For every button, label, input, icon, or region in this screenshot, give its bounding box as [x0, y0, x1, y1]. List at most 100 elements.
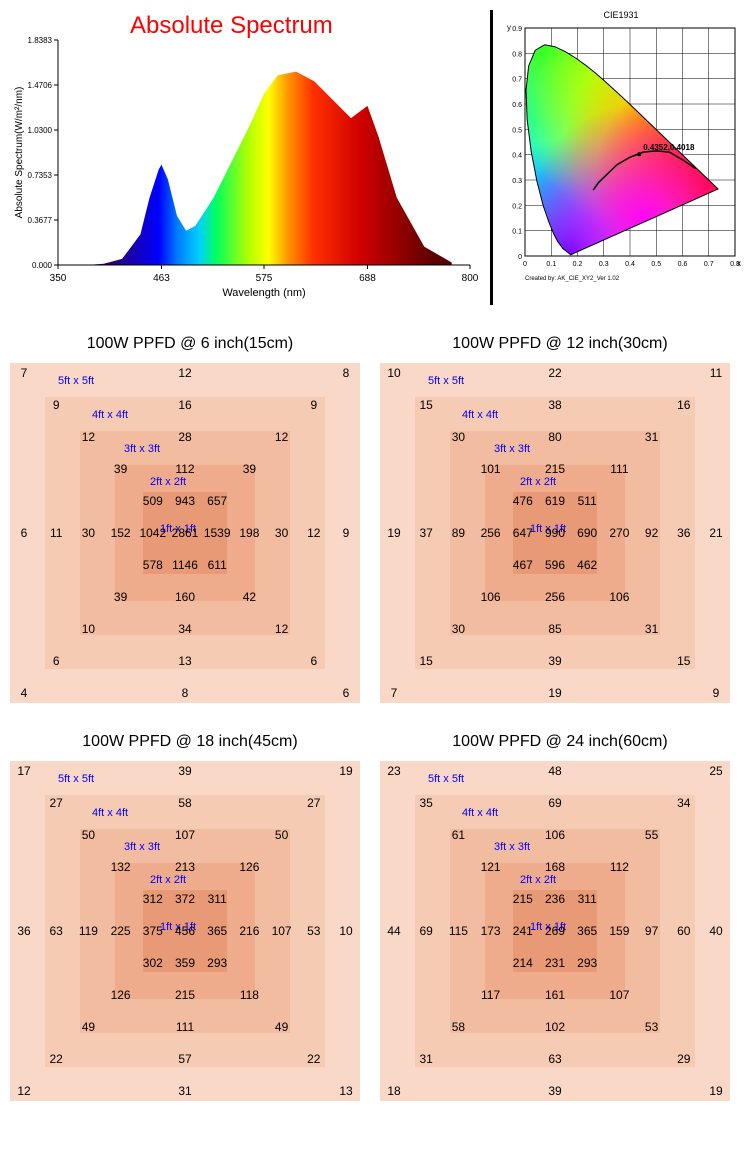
ppfd-value: 13: [339, 1084, 352, 1098]
svg-text:0.000: 0.000: [32, 261, 53, 270]
ppfd-value: 106: [545, 828, 565, 842]
ppfd-value: 27: [307, 796, 320, 810]
ppfd-value: 97: [645, 924, 658, 938]
ppfd-value: 12: [82, 430, 95, 444]
ppfd-value: 1539: [204, 526, 231, 540]
ppfd-value: 126: [239, 860, 259, 874]
ppfd-map: 100W PPFD @ 18 inch(45cm)5ft x 5ft4ft x …: [10, 733, 370, 1101]
ppfd-value: 49: [82, 1020, 95, 1034]
ppfd-value: 160: [175, 590, 195, 604]
ppfd-value: 31: [645, 622, 658, 636]
ppfd-value: 102: [545, 1020, 565, 1034]
ppfd-value: 173: [481, 924, 501, 938]
svg-text:0.7: 0.7: [512, 77, 522, 84]
ppfd-value: 990: [545, 526, 565, 540]
svg-text:y: y: [507, 23, 511, 32]
ppfd-value: 311: [208, 892, 227, 906]
ppfd-title: 100W PPFD @ 6 inch(15cm): [10, 335, 370, 353]
ppfd-value: 270: [609, 526, 629, 540]
ppfd-value: 6: [310, 654, 317, 668]
ppfd-value: 19: [548, 686, 561, 700]
ppfd-value: 509: [143, 494, 163, 508]
svg-text:0.5: 0.5: [512, 127, 522, 134]
ppfd-value: 168: [545, 860, 565, 874]
ppfd-value: 53: [645, 1020, 658, 1034]
svg-text:Wavelength (nm): Wavelength (nm): [222, 287, 305, 299]
ppfd-value: 30: [452, 622, 465, 636]
ppfd-value: 10: [82, 622, 95, 636]
ppfd-value: 611: [208, 558, 227, 572]
svg-text:0.4: 0.4: [625, 261, 635, 268]
ppfd-value: 690: [577, 526, 597, 540]
ppfd-map: 100W PPFD @ 24 inch(60cm)5ft x 5ft4ft x …: [380, 733, 740, 1101]
ppfd-value: 30: [82, 526, 95, 540]
ppfd-value: 80: [548, 430, 561, 444]
ppfd-value: 18: [387, 1084, 400, 1098]
ppfd-value: 256: [545, 590, 565, 604]
svg-text:0.5: 0.5: [651, 261, 661, 268]
ppfd-value: 372: [175, 892, 195, 906]
svg-text:0: 0: [518, 254, 522, 261]
ppfd-value: 60: [677, 924, 690, 938]
ppfd-value: 7: [21, 366, 28, 380]
ppfd-value: 4: [21, 686, 28, 700]
ppfd-value: 121: [481, 860, 501, 874]
svg-text:0.6: 0.6: [512, 102, 522, 109]
ppfd-value: 215: [545, 462, 565, 476]
ppfd-value: 9: [53, 398, 60, 412]
ft-label: 4ft x 4ft: [462, 409, 498, 421]
ppfd-value: 359: [175, 956, 195, 970]
ppfd-value: 2861: [172, 526, 199, 540]
ppfd-value: 117: [481, 988, 500, 1002]
ppfd-value: 198: [239, 526, 259, 540]
ft-label: 3ft x 3ft: [494, 841, 530, 853]
ft-label: 3ft x 3ft: [124, 443, 160, 455]
ppfd-value: 236: [545, 892, 565, 906]
cie-diagram: CIE1931 00.10.20.30.40.50.60.70.800.10.2…: [490, 10, 743, 305]
ppfd-value: 213: [175, 860, 195, 874]
ppfd-value: 311: [578, 892, 597, 906]
ppfd-value: 467: [513, 558, 533, 572]
ppfd-value: 89: [452, 526, 465, 540]
ppfd-value: 69: [548, 796, 561, 810]
ppfd-value: 19: [387, 526, 400, 540]
svg-text:0.1: 0.1: [512, 229, 522, 236]
svg-text:Created by: AK_CIE_XY2_Ver 1.0: Created by: AK_CIE_XY2_Ver 1.02: [525, 276, 620, 282]
ppfd-value: 159: [609, 924, 629, 938]
ppfd-title: 100W PPFD @ 18 inch(45cm): [10, 733, 370, 751]
ppfd-value: 126: [111, 988, 131, 1002]
svg-text:575: 575: [256, 273, 273, 284]
ppfd-value: 7: [391, 686, 398, 700]
ppfd-value: 31: [420, 1052, 433, 1066]
svg-text:0.8: 0.8: [512, 51, 522, 58]
spectrum-chart: Absolute Spectrum 3504635756888000.0000.…: [10, 10, 480, 305]
ppfd-value: 365: [577, 924, 597, 938]
svg-text:0.2: 0.2: [512, 203, 522, 210]
ppfd-value: 118: [240, 988, 259, 1002]
ppfd-value: 30: [452, 430, 465, 444]
ppfd-value: 58: [452, 1020, 465, 1034]
ppfd-value: 112: [175, 462, 194, 476]
ppfd-value: 63: [548, 1052, 561, 1066]
ppfd-value: 36: [17, 924, 30, 938]
ppfd-value: 28: [178, 430, 191, 444]
ppfd-value: 53: [307, 924, 320, 938]
ppfd-value: 215: [513, 892, 533, 906]
ppfd-value: 22: [50, 1052, 63, 1066]
ppfd-grid: 100W PPFD @ 6 inch(15cm)5ft x 5ft4ft x 4…: [10, 335, 740, 1101]
svg-text:0.4: 0.4: [512, 153, 522, 160]
ppfd-value: 58: [178, 796, 191, 810]
cie-title: CIE1931: [499, 10, 743, 20]
ppfd-value: 619: [545, 494, 565, 508]
ppfd-value: 511: [578, 494, 597, 508]
ppfd-value: 50: [82, 828, 95, 842]
ppfd-value: 69: [420, 924, 433, 938]
ppfd-value: 216: [239, 924, 259, 938]
svg-text:x: x: [737, 259, 741, 268]
ppfd-value: 476: [513, 494, 533, 508]
svg-text:0: 0: [523, 261, 527, 268]
ppfd-value: 36: [677, 526, 690, 540]
ppfd-value: 19: [339, 764, 352, 778]
ppfd-value: 9: [310, 398, 317, 412]
ppfd-value: 12: [275, 622, 288, 636]
